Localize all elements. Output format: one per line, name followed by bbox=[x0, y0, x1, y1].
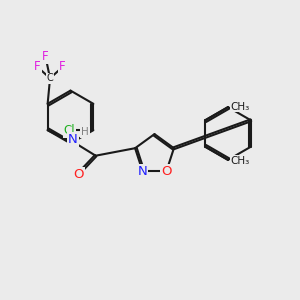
Text: C: C bbox=[47, 73, 53, 83]
Text: F: F bbox=[42, 50, 49, 63]
Text: CH₃: CH₃ bbox=[230, 155, 250, 166]
Text: O: O bbox=[161, 165, 172, 178]
Text: H: H bbox=[81, 127, 89, 137]
Text: Cl: Cl bbox=[64, 124, 75, 137]
Text: N: N bbox=[138, 165, 147, 178]
Text: N: N bbox=[68, 133, 78, 146]
Text: CH₃: CH₃ bbox=[230, 101, 250, 112]
Text: F: F bbox=[59, 60, 66, 74]
Text: F: F bbox=[34, 60, 41, 74]
Text: O: O bbox=[73, 168, 84, 181]
